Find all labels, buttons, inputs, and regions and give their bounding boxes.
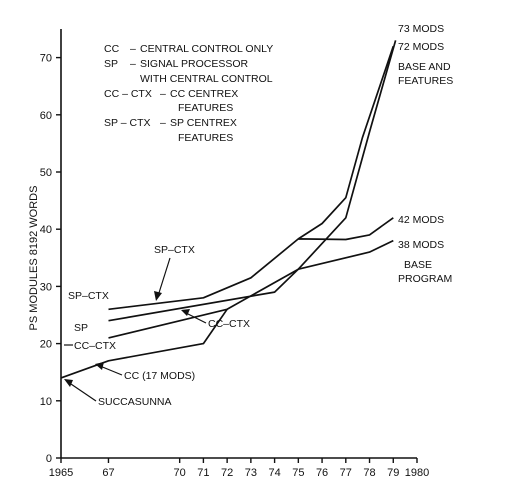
annotation-sp-ctx-upper: SP–CTX [154, 244, 195, 256]
y-tick-label-40: 40 [40, 224, 52, 236]
annotation-sp-ctx-left: SP–CTX [68, 290, 109, 302]
leader-cc-ctx-mid [185, 312, 207, 324]
y-tick-label-10: 10 [40, 396, 52, 408]
arrowhead-sp-ctx-upper [154, 291, 162, 301]
annotation-features: FEATURES [398, 75, 453, 87]
x-tick-label-1971: 71 [197, 467, 209, 479]
arrowhead-cc-17-mods [95, 362, 104, 370]
legend-text-sp: SIGNAL PROCESSOR [140, 58, 249, 70]
annotation-cc-ctx-mid: CC–CTX [208, 318, 250, 330]
leader-sp-ctx-upper [157, 257, 171, 297]
annotation-cc-ctx-left: CC–CTX [74, 340, 116, 352]
annotation-sp-left: SP [74, 322, 88, 334]
annotation-72-mods: 72 MODS [398, 41, 444, 53]
legend-dash-sp: – [130, 58, 136, 70]
annotation-38-mods: 38 MODS [398, 239, 444, 251]
x-tick-label-1978: 78 [363, 467, 375, 479]
legend-dash-sp-ctx: – [160, 117, 166, 129]
x-tick-label-1979: 79 [387, 467, 399, 479]
legend-key-sp: SP [104, 58, 118, 70]
legend-key-cc-ctx: CC – CTX [104, 88, 152, 100]
axes: 0 10 20 30 40 50 60 70 1965 67 70 71 72 73 74 75 76 77 78 7… [40, 29, 429, 479]
legend-dash-cc-ctx: – [160, 88, 166, 100]
x-tick-label-1975: 75 [292, 467, 304, 479]
y-tick-label-20: 20 [40, 339, 52, 351]
x-tick-label-1967: 67 [102, 467, 114, 479]
legend-dash-cc: – [130, 43, 136, 55]
series-line-cc-ctx [108, 40, 397, 339]
leader-cc-17-mods [99, 365, 123, 376]
x-tick-label-1980: 1980 [405, 467, 429, 479]
legend: CC – CENTRAL CONTROL ONLY SP – SIGNAL PR… [104, 43, 273, 144]
legend-key-cc: CC [104, 43, 120, 55]
y-tick-label-50: 50 [40, 167, 52, 179]
legend-text-sp-2: WITH CENTRAL CONTROL [140, 73, 273, 85]
y-tick-label-70: 70 [40, 53, 52, 65]
x-tick-label-1972: 72 [221, 467, 233, 479]
series-line-cc [60, 308, 228, 379]
annotation-succasunna: SUCCASUNNA [98, 396, 172, 408]
y-tick-label-30: 30 [40, 281, 52, 293]
arrowhead-succasunna [64, 379, 73, 387]
arrowhead-cc-ctx-mid [181, 309, 190, 316]
y-tick-label-60: 60 [40, 110, 52, 122]
legend-text-cc-ctx-2: FEATURES [178, 102, 233, 114]
legend-key-sp-ctx: SP – CTX [104, 117, 151, 129]
x-tick-label-1965: 1965 [49, 467, 73, 479]
series-layer [60, 40, 397, 379]
leader-succasunna [67, 381, 97, 402]
x-tick-label-1977: 77 [340, 467, 352, 479]
y-axis-title: PS MODULES 8192 WORDS [28, 186, 40, 331]
legend-text-cc: CENTRAL CONTROL ONLY [140, 43, 273, 55]
annotation-base: BASE [404, 259, 432, 271]
legend-text-sp-ctx-2: FEATURES [178, 132, 233, 144]
x-tick-label-1970: 70 [174, 467, 186, 479]
x-tick-label-1974: 74 [268, 467, 280, 479]
series-line-sp-ctx-base-and-features [297, 45, 395, 240]
y-tick-label-0: 0 [46, 453, 52, 465]
x-tick-label-1973: 73 [245, 467, 257, 479]
annotation-73-mods: 73 MODS [398, 23, 444, 35]
legend-text-sp-ctx: SP CENTREX [170, 117, 237, 129]
annotation-program: PROGRAM [398, 273, 452, 285]
annotation-cc-17-mods: CC (17 MODS) [124, 370, 195, 382]
series-line-sp [108, 239, 394, 322]
annotation-base-and: BASE AND [398, 61, 451, 73]
annotation-42-mods: 42 MODS [398, 214, 444, 226]
x-tick-label-1976: 76 [316, 467, 328, 479]
legend-text-cc-ctx: CC CENTREX [170, 88, 238, 100]
